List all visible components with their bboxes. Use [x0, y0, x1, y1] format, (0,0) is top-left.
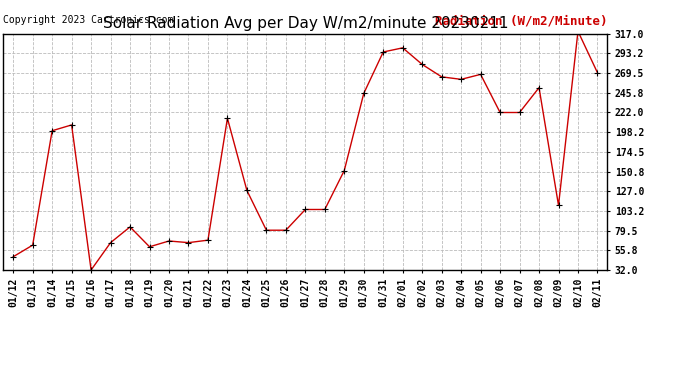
Text: Copyright 2023 Cartronics.com: Copyright 2023 Cartronics.com [3, 15, 174, 25]
Text: Radiation (W/m2/Minute): Radiation (W/m2/Minute) [435, 15, 607, 28]
Title: Solar Radiation Avg per Day W/m2/minute 20230211: Solar Radiation Avg per Day W/m2/minute … [103, 16, 508, 31]
